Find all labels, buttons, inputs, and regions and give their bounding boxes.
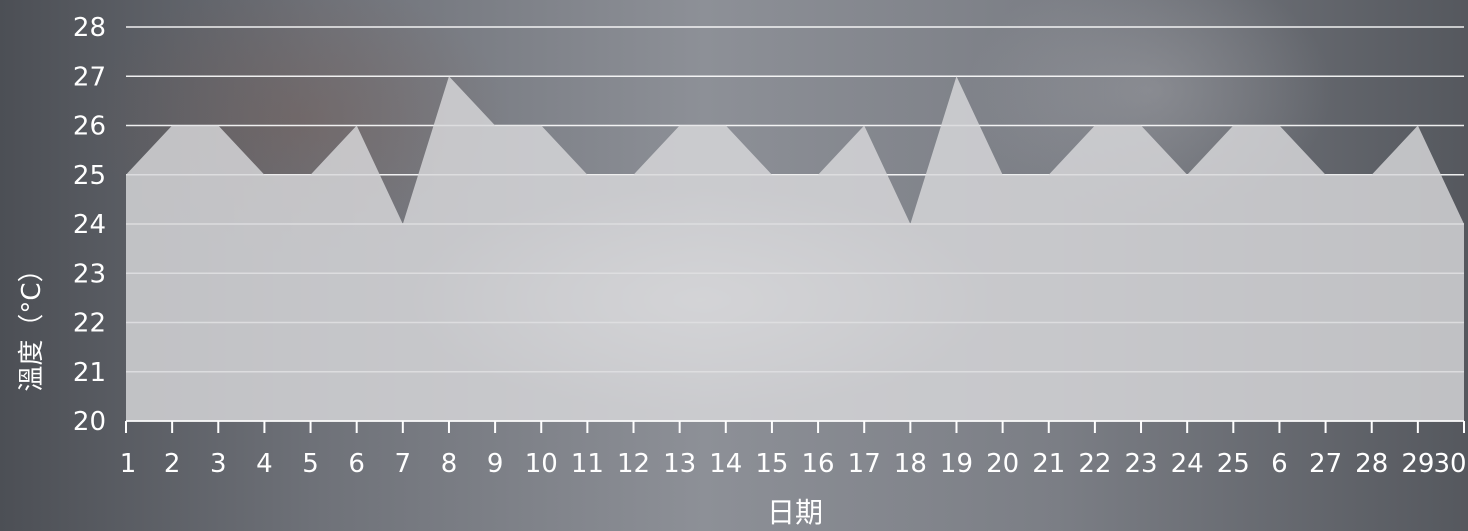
x-tick-label: 8 [441, 449, 458, 479]
y-tick-label: 22 [73, 309, 106, 339]
x-axis-ticks: 1 2 3 4 5 6 7 8 9 10 11 12 13 14 15 16 17 18 19 20 21 22 23 24 2… [120, 420, 1467, 479]
y-tick-label: 26 [73, 112, 106, 142]
x-tick-label: 28 [1355, 449, 1388, 479]
x-axis-label: 日期 [767, 496, 823, 529]
y-axis-label: 溫度（°C） [17, 256, 47, 391]
y-tick-label: 21 [73, 358, 106, 388]
x-tick-label: 7 [395, 449, 412, 479]
x-tick-label: 20 [986, 449, 1019, 479]
y-axis-ticks: 20 21 22 23 24 25 26 27 28 [73, 13, 106, 437]
x-tick-label: 12 [617, 449, 650, 479]
x-tick-label: 4 [256, 449, 273, 479]
x-tick-label: 29 [1401, 449, 1434, 479]
x-tick-label: 19 [940, 449, 973, 479]
y-tick-label: 25 [73, 161, 106, 191]
x-tick-label: 11 [571, 449, 604, 479]
y-tick-label: 23 [73, 259, 106, 289]
x-tick-label: 30 [1433, 449, 1466, 479]
x-tick-label: 27 [1309, 449, 1342, 479]
temperature-area [126, 76, 1464, 421]
x-tick-label: 14 [709, 449, 742, 479]
x-tick-label: 6 [1271, 449, 1288, 479]
x-tick-label: 24 [1171, 449, 1204, 479]
y-tick-label: 24 [73, 210, 106, 240]
x-tick-label: 21 [1032, 449, 1065, 479]
y-tick-label: 27 [73, 62, 106, 92]
x-tick-label: 1 [120, 449, 137, 479]
x-tick-label: 5 [302, 449, 319, 479]
x-tick-label: 23 [1124, 449, 1157, 479]
x-tick-label: 6 [348, 449, 365, 479]
x-tick-label: 9 [487, 449, 504, 479]
x-tick-label: 15 [755, 449, 788, 479]
x-tick-label: 16 [802, 449, 835, 479]
x-tick-label: 17 [848, 449, 881, 479]
x-tick-label: 10 [525, 449, 558, 479]
y-tick-label: 20 [73, 407, 106, 437]
x-tick-label: 22 [1078, 449, 1111, 479]
x-tick-label: 13 [663, 449, 696, 479]
x-tick-label: 25 [1217, 449, 1250, 479]
x-tick-label: 2 [164, 449, 181, 479]
x-tick-label: 3 [210, 449, 227, 479]
x-tick-label: 18 [894, 449, 927, 479]
y-tick-label: 28 [73, 13, 106, 43]
